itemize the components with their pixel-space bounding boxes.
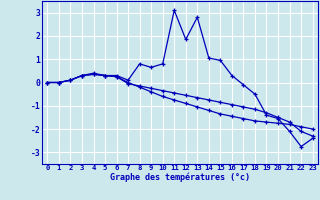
X-axis label: Graphe des températures (°c): Graphe des températures (°c)	[110, 173, 250, 182]
